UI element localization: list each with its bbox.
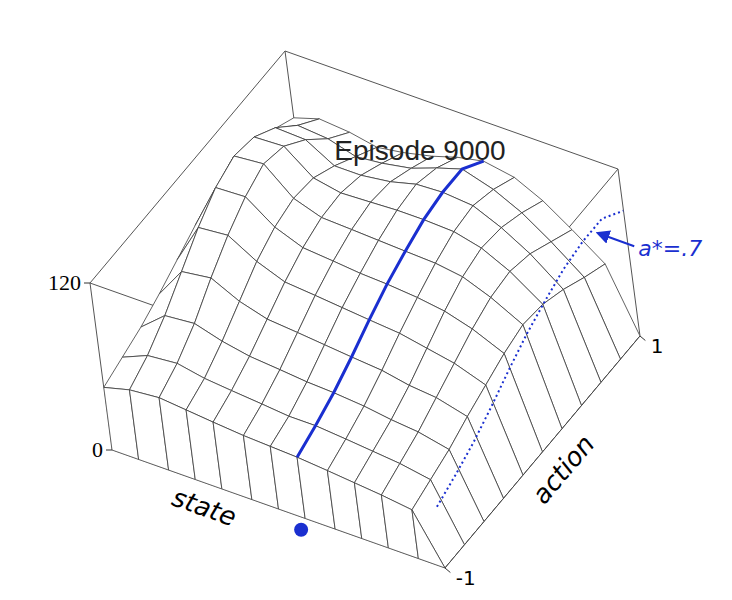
title: Episode 9000 (334, 135, 505, 166)
x-axis-title: state (168, 482, 240, 532)
y-axis-title: action (526, 429, 600, 510)
y-tick-label: -1 (456, 566, 476, 590)
z-tick (84, 283, 90, 284)
annotation-label: a*=.7 (638, 236, 702, 261)
labels: 0 120 -1 1 state action a*=.7 Episode 9000 (48, 135, 702, 590)
annotation-arrow (598, 233, 634, 246)
y-tick (640, 336, 645, 341)
slice-profile (437, 211, 624, 507)
y-tick-label: 1 (651, 334, 664, 358)
surface-side (381, 495, 418, 559)
surface-side (354, 483, 388, 548)
surface-side (327, 471, 361, 539)
y-tick (445, 568, 450, 573)
z-tick-label: 0 (92, 437, 103, 462)
z-tick (106, 450, 112, 451)
surface-side (243, 436, 278, 509)
surface-side (412, 510, 445, 568)
surface-side (621, 336, 641, 359)
surface-cell (412, 480, 465, 568)
box-edge (90, 283, 112, 450)
surface-side (504, 475, 524, 498)
surface-side (445, 545, 465, 568)
z-tick-label: 120 (48, 270, 81, 295)
chart: 0 120 -1 1 state action a*=.7 Episode 9000 (0, 0, 732, 600)
surface-side (601, 359, 621, 382)
surface-side (297, 457, 335, 529)
surface-side (465, 522, 485, 545)
surface-side (582, 382, 602, 405)
state-marker (294, 523, 308, 537)
surface-side (523, 452, 543, 475)
surface-side (213, 422, 252, 499)
box-edge (285, 51, 618, 169)
surface-side (543, 429, 563, 452)
plot-area (104, 118, 640, 568)
surface-side (270, 446, 305, 518)
box (90, 51, 640, 568)
slice-line (297, 161, 484, 457)
surface-side (562, 406, 582, 429)
surface-side (484, 498, 504, 521)
